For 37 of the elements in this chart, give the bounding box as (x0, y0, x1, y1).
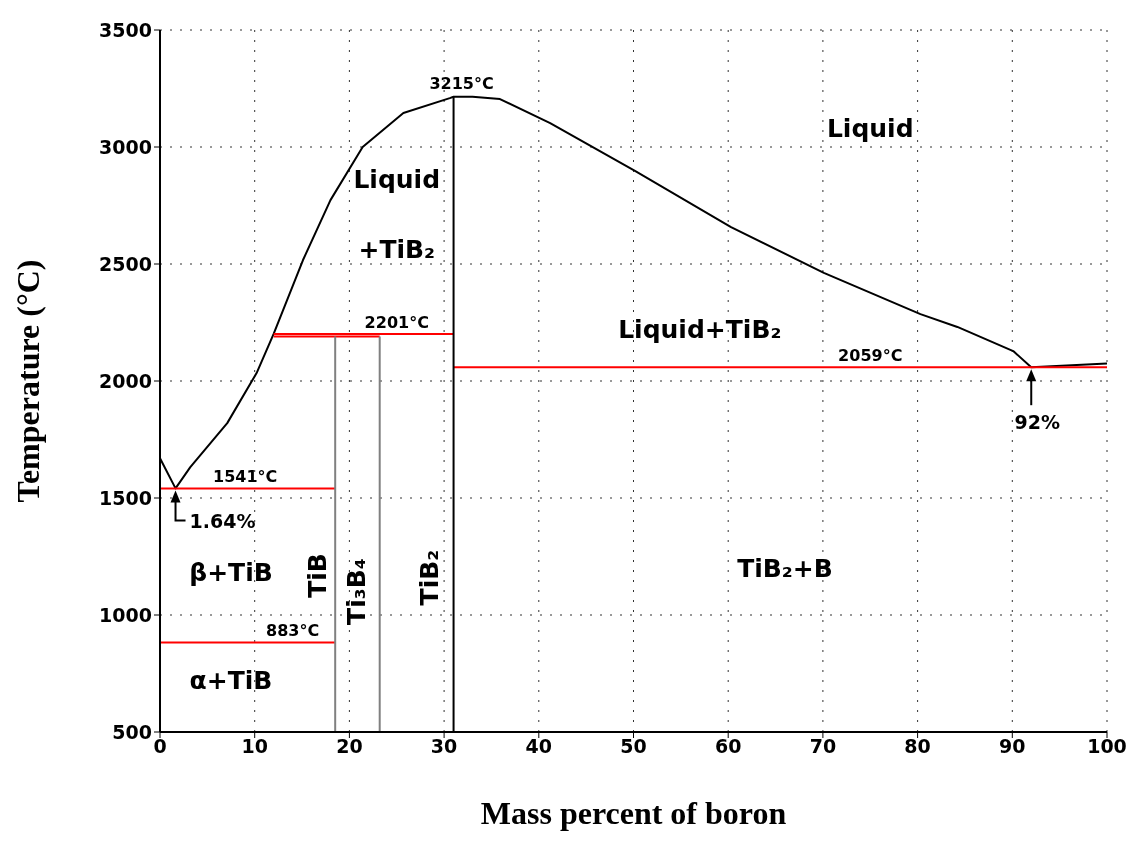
annotation: β+TiB (189, 558, 273, 588)
x-axis-title: Mass percent of boron (480, 795, 787, 831)
annotation: Liquid+TiB₂ (618, 315, 782, 345)
x-tick-label: 30 (430, 735, 458, 758)
annotation: TiB₂+B (737, 553, 833, 583)
annotation: 2201°C (364, 312, 429, 332)
y-tick-label: 1000 (99, 603, 152, 626)
annotation: TiB (302, 553, 332, 598)
x-tick-label: 80 (904, 735, 931, 758)
annotation: Liquid (353, 165, 441, 195)
x-tick-label: 20 (336, 735, 363, 758)
x-tick-label: 100 (1087, 735, 1127, 758)
annotation: TiB₂ (415, 549, 445, 606)
annotation: 2059°C (838, 346, 903, 366)
annotation: 3215°C (429, 73, 494, 93)
annotation: 92% (1014, 411, 1060, 434)
x-tick-label: 90 (999, 735, 1026, 758)
annotation: α+TiB (189, 666, 273, 696)
annotation: Liquid (826, 113, 914, 143)
y-tick-label: 3000 (99, 135, 152, 158)
x-tick-label: 60 (714, 735, 742, 758)
x-tick-label: 40 (525, 735, 553, 758)
x-tick-label: 0 (153, 735, 167, 758)
y-tick-label: 1500 (99, 486, 152, 509)
x-tick-label: 70 (809, 735, 837, 758)
annotation: 1.64% (189, 510, 256, 533)
y-tick-label: 2500 (99, 252, 152, 275)
y-axis-title: Temperature (°C) (10, 259, 47, 503)
annotation: +TiB₂ (358, 235, 436, 265)
y-tick-label: 2000 (99, 369, 152, 392)
x-tick-label: 50 (620, 735, 647, 758)
annotation: 1541°C (213, 467, 278, 487)
annotation: 883°C (266, 621, 320, 641)
x-tick-label: 10 (241, 735, 268, 758)
annotation: Ti₃B₄ (342, 558, 372, 625)
y-tick-label: 3500 (99, 18, 152, 41)
y-tick-label: 500 (112, 720, 152, 743)
